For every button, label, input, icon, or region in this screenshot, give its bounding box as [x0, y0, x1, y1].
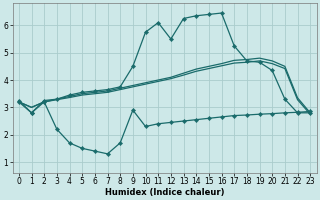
X-axis label: Humidex (Indice chaleur): Humidex (Indice chaleur)	[105, 188, 224, 197]
